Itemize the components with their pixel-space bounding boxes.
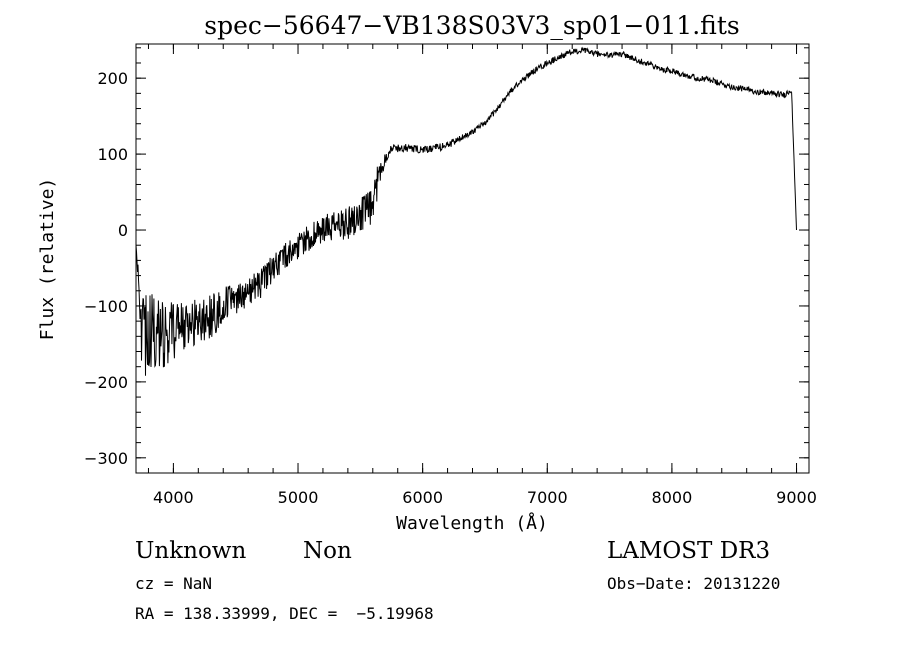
observation-date: Obs−Date: 20131220 — [607, 574, 781, 593]
object-subclass: Non — [303, 538, 352, 564]
x-tick-label: 4000 — [153, 488, 194, 507]
x-axis-label: Wavelength (Å) — [396, 512, 548, 534]
redshift-cz: cz = NaN — [135, 574, 213, 593]
y-tick-label: 0 — [118, 221, 128, 240]
axis-tick-labels: 4000 5000 6000 7000 8000 9000 200 100 0 −100 −200 −… — [84, 69, 817, 507]
x-tick-label: 7000 — [527, 488, 568, 507]
axis-ticks — [136, 44, 809, 474]
y-tick-label: −200 — [84, 373, 128, 392]
y-tick-label: −100 — [84, 297, 128, 316]
object-class: Unknown — [135, 538, 247, 564]
spectrum-line — [135, 46, 797, 376]
y-tick-label: 200 — [97, 69, 128, 88]
y-tick-label: −300 — [84, 449, 128, 468]
x-tick-label: 8000 — [652, 488, 693, 507]
y-tick-label: 100 — [97, 145, 128, 164]
x-tick-label: 6000 — [402, 488, 443, 507]
survey-name: LAMOST DR3 — [607, 538, 771, 564]
chart-title: spec−56647−VB138S03V3_sp01−011.fits — [204, 11, 739, 40]
x-tick-label: 5000 — [278, 488, 319, 507]
x-tick-label: 9000 — [776, 488, 817, 507]
coordinates: RA = 138.33999, DEC = −5.19968 — [135, 604, 434, 623]
y-axis-label: Flux (relative) — [37, 178, 58, 341]
plot-frame — [135, 43, 810, 474]
